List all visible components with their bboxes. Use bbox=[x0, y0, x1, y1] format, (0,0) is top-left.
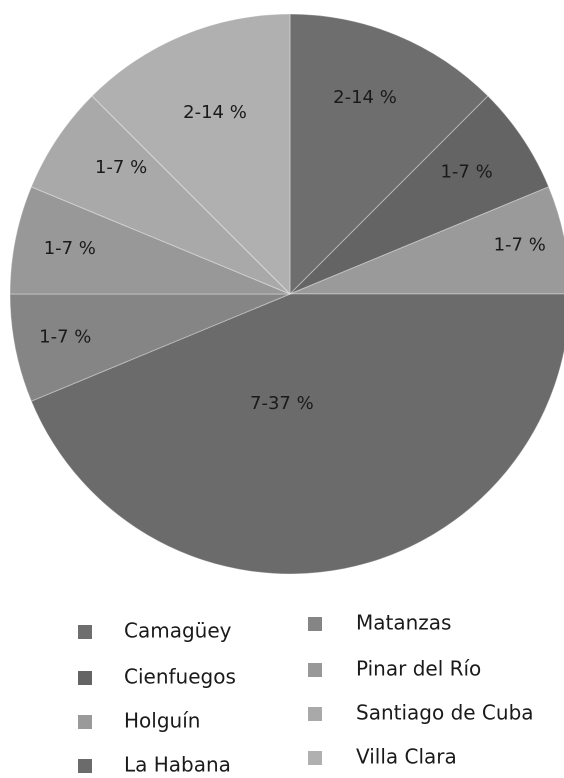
legend-swatch-santiago-de-cuba bbox=[308, 707, 322, 721]
pie-slice-holguin bbox=[289, 186, 564, 295]
legend-swatch-cienfuegos bbox=[78, 671, 92, 685]
slice-label-cienfuegos: 1-7 % bbox=[440, 162, 492, 183]
legend-label-santiago-de-cuba: Santiago de Cuba bbox=[356, 701, 534, 725]
slice-label-la-habana: 7-37 % bbox=[250, 393, 314, 414]
pie-slice-pinar-del-rio bbox=[9, 186, 291, 295]
pie-slice-camaguey bbox=[289, 13, 489, 296]
legend-label-holguin: Holguín bbox=[124, 709, 200, 733]
legend-label-camaguey: Camagüey bbox=[124, 619, 232, 643]
legend-swatch-matanzas bbox=[308, 617, 322, 631]
legend-swatch-la-habana bbox=[78, 759, 92, 773]
legend-label-la-habana: La Habana bbox=[124, 753, 231, 777]
pie-slice-villa-clara bbox=[91, 13, 291, 296]
slice-label-matanzas: 1-7 % bbox=[39, 327, 91, 348]
pie-slice-matanzas bbox=[9, 293, 291, 402]
legend-label-matanzas: Matanzas bbox=[356, 611, 451, 635]
pie-slice-labels: 2-14 % 1-7 % 1-7 % 7-37 % 1-7 % 1-7 % 1-7 % 2-1… bbox=[39, 87, 546, 414]
slice-label-santiago-de-cuba: 1-7 % bbox=[95, 157, 147, 178]
pie-slice-la-habana bbox=[30, 293, 564, 575]
slice-label-camaguey: 2-14 % bbox=[333, 87, 397, 108]
legend-swatch-villa-clara bbox=[308, 751, 322, 765]
pie-slice-cienfuegos bbox=[289, 95, 550, 295]
slice-label-holguin: 1-7 % bbox=[494, 234, 546, 255]
pie-slices bbox=[9, 13, 564, 575]
slice-label-villa-clara: 2-14 % bbox=[183, 102, 247, 123]
legend-label-villa-clara: Villa Clara bbox=[356, 745, 457, 769]
legend-label-cienfuegos: Cienfuegos bbox=[124, 665, 236, 689]
legend-swatch-holguin bbox=[78, 715, 92, 729]
legend-swatch-pinar-del-rio bbox=[308, 663, 322, 677]
slice-label-pinar-del-rio: 1-7 % bbox=[44, 238, 96, 259]
legend-label-pinar-del-rio: Pinar del Río bbox=[356, 657, 481, 681]
legend: Camagüey Cienfuegos Holguín La Habana Matanz… bbox=[78, 611, 534, 777]
legend-swatch-camaguey bbox=[78, 625, 92, 639]
pie-slice-santiago-de-cuba bbox=[30, 95, 291, 295]
